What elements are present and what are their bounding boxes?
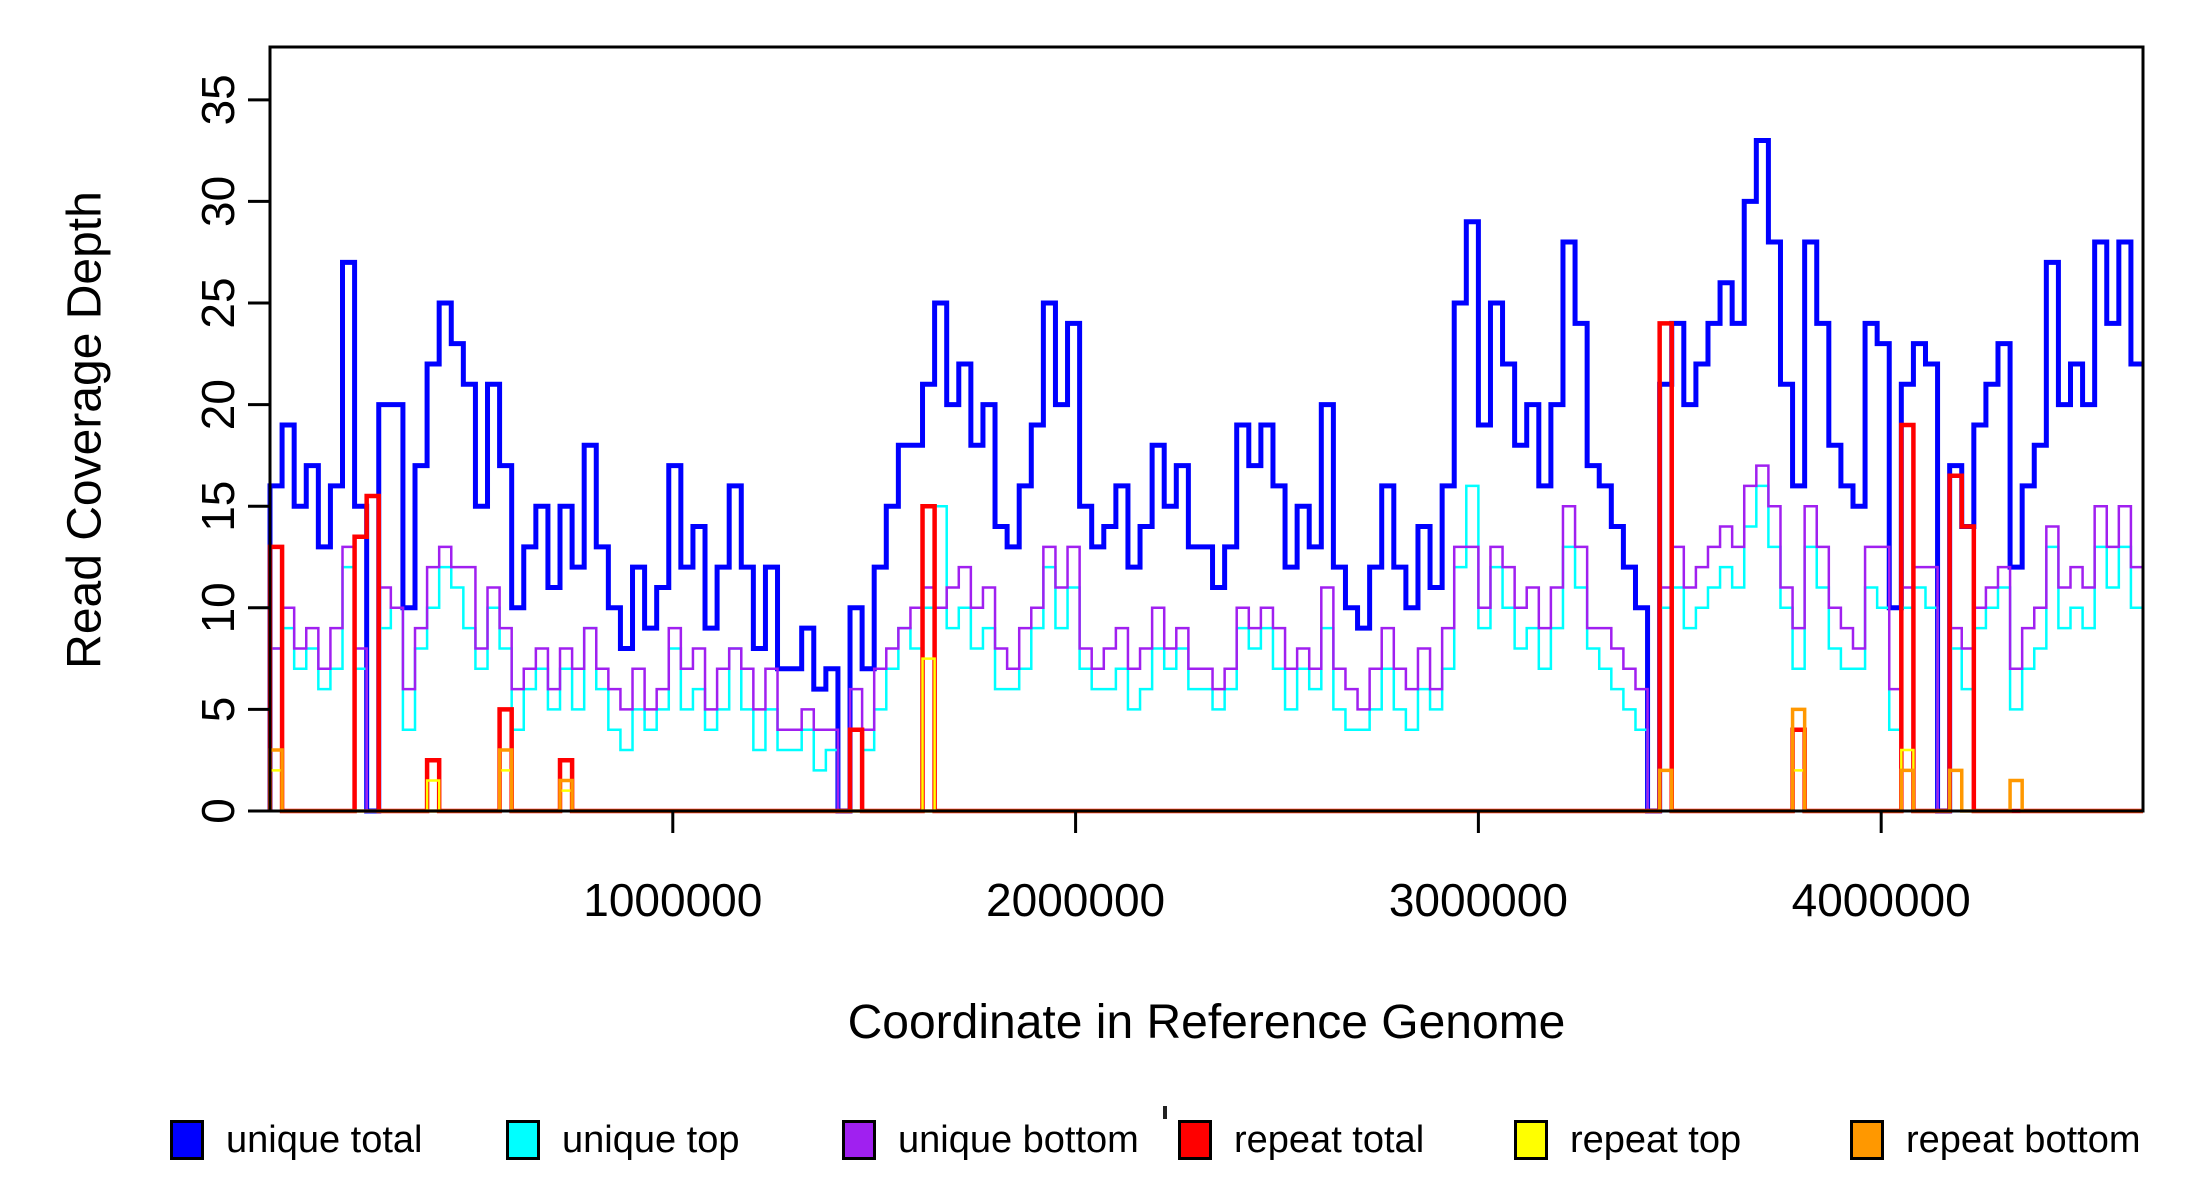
x-tick-label: 4000000 (1792, 874, 1971, 926)
legend-swatch-repeat_bottom (1850, 1120, 1884, 1160)
plot-box (268, 45, 2145, 813)
x-tick-label: 2000000 (986, 874, 1165, 926)
x-axis-title: Coordinate in Reference Genome (847, 996, 1566, 1049)
legend-swatch-repeat_total (1178, 1120, 1212, 1160)
series-repeat_bottom-line (268, 707, 2143, 813)
y-tick-label: 15 (192, 481, 244, 532)
series-unique_total-line (267, 137, 2143, 814)
series-repeat_top-line (268, 657, 2143, 813)
y-tick-label: 0 (192, 798, 244, 824)
legend-item-unique_bottom: unique bottom (842, 1118, 1139, 1162)
y-tick-label: 35 (192, 74, 244, 125)
legend-label-repeat_bottom: repeat bottom (1906, 1119, 2141, 1161)
legend-item-unique_total: unique total (170, 1118, 423, 1162)
legend-item-repeat_top: repeat top (1514, 1118, 1741, 1162)
legend-label-repeat_top: repeat top (1570, 1119, 1742, 1161)
legend-label-repeat_total: repeat total (1234, 1119, 1425, 1161)
legend-swatch-unique_bottom (842, 1120, 876, 1160)
legend-item-unique_top: unique top (506, 1118, 740, 1162)
y-axis-title: Read Coverage Depth (58, 191, 112, 669)
legend-label-unique_bottom: unique bottom (898, 1119, 1139, 1161)
x-tick-label: 1000000 (583, 874, 762, 926)
legend-label-unique_total: unique total (226, 1119, 423, 1161)
y-tick-label: 10 (192, 582, 244, 633)
legend-label-unique_top: unique top (562, 1119, 740, 1161)
y-tick-label: 25 (192, 277, 244, 328)
series-repeat_total-line (267, 321, 2143, 814)
legend-item-repeat_total: repeat total (1178, 1118, 1424, 1162)
x-tick-label: 3000000 (1389, 874, 1568, 926)
stray-mark (1163, 1106, 1167, 1119)
y-tick-label: 30 (192, 176, 244, 227)
series-unique_bottom-line (268, 464, 2143, 813)
legend-swatch-unique_top (506, 1120, 540, 1160)
y-tick-label: 20 (192, 379, 244, 430)
y-tick-label: 5 (192, 697, 244, 723)
legend-swatch-unique_total (170, 1120, 204, 1160)
legend-item-repeat_bottom: repeat bottom (1850, 1118, 2140, 1162)
legend-swatch-repeat_top (1514, 1120, 1548, 1160)
chart-legend: unique total unique top unique bottom repea… (0, 1118, 2200, 1168)
